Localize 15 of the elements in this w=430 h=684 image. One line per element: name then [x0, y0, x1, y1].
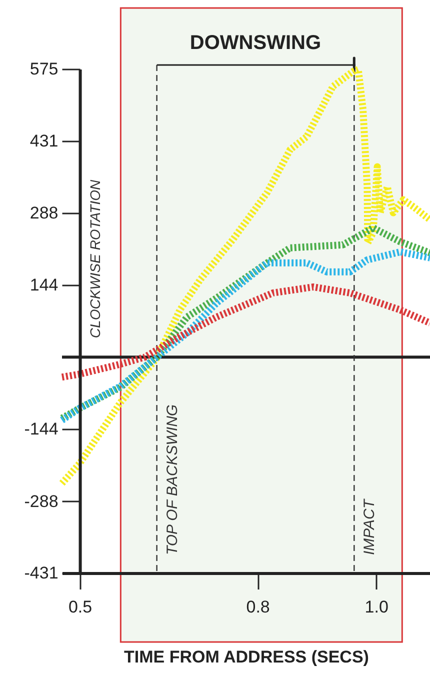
y-tick-label: 144 [30, 275, 58, 294]
x-tick-label: 0.5 [68, 598, 92, 616]
y-tick-label: -288 [24, 492, 58, 511]
y-tick-label: 288 [30, 203, 58, 222]
x-axis-title: TIME FROM ADDRESS (SECS) [124, 648, 369, 666]
y-tick-label: 575 [30, 60, 58, 78]
text: DOWNSWING [190, 32, 322, 54]
y-axis-title: CLOCKWISE ROTATION [86, 179, 103, 338]
ref-line-label: TOP OF BACKSWING [164, 404, 181, 555]
y-tick-label: -144 [24, 420, 58, 439]
x-tick-label: 1.0 [364, 598, 388, 616]
ref-line-label: IMPACT [361, 498, 378, 555]
y-tick-label: -431 [24, 564, 58, 582]
y-tick-label: 431 [30, 132, 58, 151]
x-tick-label: 0.8 [246, 598, 270, 616]
